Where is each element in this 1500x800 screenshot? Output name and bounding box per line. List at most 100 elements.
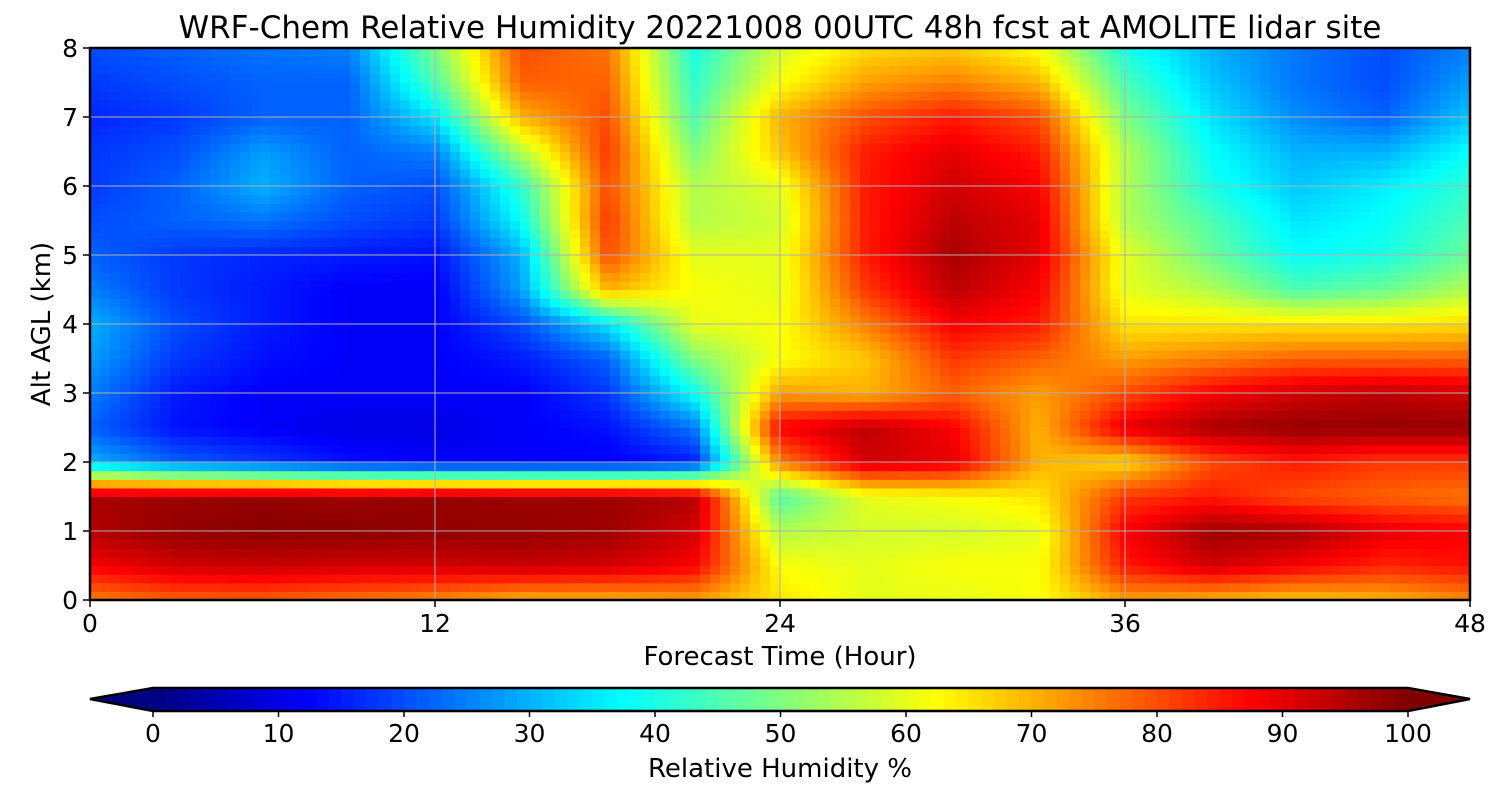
rh-cell bbox=[1350, 522, 1361, 532]
rh-cell bbox=[1350, 548, 1361, 558]
rh-cell bbox=[440, 470, 451, 480]
rh-cell bbox=[710, 470, 721, 480]
rh-cell bbox=[910, 324, 921, 334]
rh-cell bbox=[810, 453, 821, 463]
rh-cell bbox=[1140, 332, 1151, 342]
rh-cell bbox=[950, 358, 961, 368]
rh-cell bbox=[470, 513, 481, 523]
rh-cell bbox=[640, 298, 651, 308]
rh-cell bbox=[220, 401, 231, 411]
rh-cell bbox=[630, 565, 641, 575]
rh-cell bbox=[330, 367, 341, 377]
rh-cell bbox=[1460, 349, 1470, 360]
rh-cell bbox=[400, 410, 411, 420]
rh-cell bbox=[170, 332, 181, 342]
rh-cell bbox=[500, 324, 511, 334]
rh-cell bbox=[590, 470, 601, 480]
rh-cell bbox=[650, 289, 661, 299]
rh-cell bbox=[510, 453, 521, 463]
rh-cell bbox=[1160, 436, 1171, 446]
rh-cell bbox=[650, 548, 661, 558]
rh-cell bbox=[560, 505, 571, 515]
rh-cell bbox=[980, 539, 991, 549]
rh-cell bbox=[650, 427, 661, 437]
rh-cell bbox=[1230, 436, 1241, 446]
rh-cell bbox=[780, 324, 791, 334]
rh-cell bbox=[620, 341, 631, 351]
rh-cell bbox=[860, 349, 871, 360]
rh-cell bbox=[1110, 324, 1121, 334]
rh-cell bbox=[230, 427, 241, 437]
rh-cell bbox=[1410, 427, 1421, 437]
rh-cell bbox=[720, 505, 731, 515]
rh-cell bbox=[1260, 444, 1271, 454]
rh-cell bbox=[1080, 522, 1091, 532]
rh-cell bbox=[1290, 453, 1301, 463]
rh-cell bbox=[810, 375, 821, 385]
rh-cell bbox=[1300, 574, 1311, 584]
rh-cell bbox=[280, 289, 291, 299]
rh-cell bbox=[1150, 531, 1161, 541]
rh-cell bbox=[400, 427, 411, 437]
rh-cell bbox=[90, 513, 101, 523]
rh-cell bbox=[760, 418, 771, 429]
rh-cell bbox=[1190, 565, 1201, 575]
rh-cell bbox=[90, 522, 101, 532]
rh-cell bbox=[1170, 306, 1181, 316]
rh-cell bbox=[370, 574, 381, 584]
rh-cell bbox=[130, 401, 141, 411]
rh-cell bbox=[1040, 582, 1051, 592]
rh-cell bbox=[1300, 306, 1311, 316]
rh-cell bbox=[1250, 513, 1261, 523]
rh-cell bbox=[810, 479, 821, 489]
rh-cell bbox=[1200, 548, 1211, 558]
rh-cell bbox=[150, 548, 161, 558]
rh-cell bbox=[1110, 591, 1121, 600]
rh-cell bbox=[450, 479, 461, 489]
rh-cell bbox=[670, 358, 681, 368]
rh-cell bbox=[110, 315, 121, 325]
rh-cell bbox=[100, 470, 111, 480]
rh-cell bbox=[880, 349, 891, 360]
rh-cell bbox=[940, 306, 951, 316]
rh-cell bbox=[360, 375, 371, 385]
rh-cell bbox=[820, 341, 831, 351]
rh-cell bbox=[1370, 505, 1381, 515]
rh-cell bbox=[1360, 453, 1371, 463]
rh-cell bbox=[1180, 367, 1191, 377]
rh-cell bbox=[1220, 453, 1231, 463]
rh-cell bbox=[700, 349, 711, 360]
rh-cell bbox=[720, 341, 731, 351]
rh-cell bbox=[170, 280, 181, 291]
rh-cell bbox=[1370, 306, 1381, 316]
rh-cell bbox=[970, 436, 981, 446]
rh-cell bbox=[1140, 436, 1151, 446]
rh-cell bbox=[1050, 341, 1061, 351]
rh-cell bbox=[660, 393, 671, 403]
rh-cell bbox=[1390, 522, 1401, 532]
rh-cell bbox=[1240, 487, 1251, 498]
rh-cell bbox=[810, 393, 821, 403]
rh-cell bbox=[610, 513, 621, 523]
rh-cell bbox=[1050, 418, 1061, 429]
rh-cell bbox=[1340, 436, 1351, 446]
rh-cell bbox=[330, 565, 341, 575]
rh-cell bbox=[280, 418, 291, 429]
rh-cell bbox=[990, 470, 1001, 480]
rh-cell bbox=[1040, 315, 1051, 325]
rh-cell bbox=[1170, 418, 1181, 429]
rh-cell bbox=[990, 358, 1001, 368]
rh-cell bbox=[1200, 427, 1211, 437]
rh-cell bbox=[720, 539, 731, 549]
rh-cell bbox=[1290, 427, 1301, 437]
rh-cell bbox=[1130, 582, 1141, 592]
rh-cell bbox=[640, 444, 651, 454]
rh-cell bbox=[130, 591, 141, 600]
rh-cell bbox=[1030, 384, 1041, 394]
rh-cell bbox=[960, 444, 971, 454]
rh-cell bbox=[780, 462, 791, 472]
rh-cell bbox=[350, 556, 361, 567]
rh-cell bbox=[610, 479, 621, 489]
rh-cell bbox=[850, 324, 861, 334]
rh-cell bbox=[810, 539, 821, 549]
